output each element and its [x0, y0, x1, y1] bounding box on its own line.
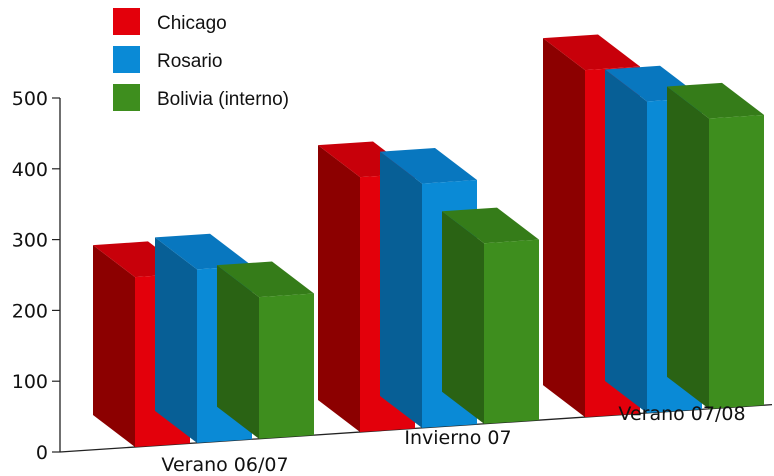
bar-top-face	[380, 148, 477, 184]
x-category-labels: Verano 06/07 Invierno 07 Verano 07/08	[161, 403, 745, 476]
bar-side-face	[318, 145, 360, 433]
bar-top-face	[667, 82, 764, 119]
bars	[93, 34, 764, 448]
bar-top-face	[155, 233, 252, 270]
bar-side-face	[442, 211, 484, 424]
bar-top-face	[543, 34, 640, 71]
legend-label: Rosario	[157, 51, 222, 72]
y-tick-label: 100	[12, 371, 48, 393]
legend-label: Bolivia (interno)	[157, 89, 289, 110]
bar-front-face	[259, 293, 314, 439]
bar-front-face	[484, 239, 539, 424]
bar-side-face	[155, 237, 197, 443]
bar-side-face	[217, 265, 259, 439]
y-tick-labels: 0 100 200 300 400 500	[12, 88, 48, 464]
bar-side-face	[93, 245, 135, 448]
bar-side-face	[380, 151, 422, 428]
x-category-label: Verano 06/07	[161, 454, 288, 476]
y-tick-label: 200	[12, 300, 48, 322]
bar-bolivia-interno--1	[442, 207, 539, 424]
x-category-label: Invierno 07	[404, 427, 511, 449]
bar-bolivia-interno--2	[667, 82, 764, 409]
bar-top-face	[217, 261, 314, 298]
legend-swatch	[113, 8, 140, 35]
y-tick-label: 400	[12, 159, 48, 181]
x-category-label: Verano 07/08	[618, 403, 745, 425]
legend: Chicago Rosario Bolivia (interno)	[113, 8, 289, 111]
y-tick-label: 300	[12, 230, 48, 252]
legend-swatch	[113, 84, 140, 111]
bar-side-face	[667, 86, 709, 409]
y-tick-label: 0	[36, 442, 48, 464]
legend-swatch	[113, 46, 140, 73]
bar-top-face	[442, 207, 539, 244]
bar-side-face	[543, 38, 585, 418]
bar-front-face	[709, 114, 764, 409]
bar-bolivia-interno--0	[217, 261, 314, 439]
y-tick-label: 500	[12, 88, 48, 110]
bar-side-face	[605, 69, 647, 413]
legend-label: Chicago	[157, 13, 227, 34]
